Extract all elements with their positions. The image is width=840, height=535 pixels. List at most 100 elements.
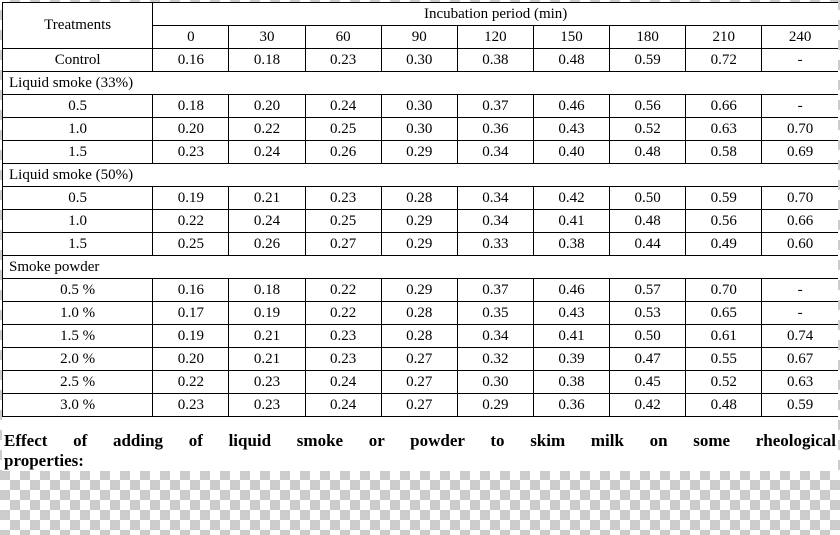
incubation-header: Incubation period (min) [153, 3, 838, 26]
value-cell: 0.29 [457, 394, 533, 417]
table-row: 0.50.180.200.240.300.370.460.560.66- [3, 95, 839, 118]
value-cell: 0.29 [381, 141, 457, 164]
section-label: Liquid smoke (50%) [3, 164, 839, 187]
value-cell: 0.32 [457, 348, 533, 371]
value-cell: 0.35 [457, 302, 533, 325]
value-cell: 0.41 [533, 325, 609, 348]
value-cell: 0.56 [686, 210, 762, 233]
value-cell: 0.23 [153, 394, 229, 417]
value-cell: 0.58 [686, 141, 762, 164]
row-label: 2.0 % [3, 348, 153, 371]
value-cell: 0.27 [381, 371, 457, 394]
row-label: 0.5 % [3, 279, 153, 302]
value-cell: 0.38 [457, 49, 533, 72]
value-cell: 0.19 [229, 302, 305, 325]
table-row: Control0.160.180.230.300.380.480.590.72- [3, 49, 839, 72]
value-cell: 0.52 [686, 371, 762, 394]
value-cell: 0.25 [305, 118, 381, 141]
value-cell: 0.66 [762, 210, 838, 233]
value-cell: 0.34 [457, 141, 533, 164]
value-cell: 0.66 [686, 95, 762, 118]
value-cell: 0.23 [305, 325, 381, 348]
value-cell: 0.19 [153, 187, 229, 210]
treatments-header: Treatments [3, 3, 153, 49]
value-cell: 0.27 [305, 233, 381, 256]
value-cell: 0.40 [533, 141, 609, 164]
value-cell: 0.48 [610, 210, 686, 233]
value-cell: 0.65 [686, 302, 762, 325]
row-label: 1.0 [3, 210, 153, 233]
row-label: 1.5 [3, 233, 153, 256]
value-cell: 0.59 [762, 394, 838, 417]
value-cell: 0.18 [153, 95, 229, 118]
value-cell: 0.43 [533, 302, 609, 325]
table-row: 1.5 %0.190.210.230.280.340.410.500.610.7… [3, 325, 839, 348]
period-header-cell: 90 [381, 26, 457, 49]
value-cell: - [762, 302, 838, 325]
row-label: 1.0 % [3, 302, 153, 325]
table-row: 1.00.200.220.250.300.360.430.520.630.70 [3, 118, 839, 141]
value-cell: 0.29 [381, 233, 457, 256]
value-cell: 0.23 [153, 141, 229, 164]
value-cell: 0.33 [457, 233, 533, 256]
value-cell: 0.24 [305, 371, 381, 394]
value-cell: 0.30 [457, 371, 533, 394]
period-header-cell: 120 [457, 26, 533, 49]
value-cell: 0.46 [533, 95, 609, 118]
value-cell: 0.67 [762, 348, 838, 371]
value-cell: 0.47 [610, 348, 686, 371]
value-cell: 0.48 [610, 141, 686, 164]
value-cell: 0.22 [229, 118, 305, 141]
value-cell: 0.63 [686, 118, 762, 141]
value-cell: 0.69 [762, 141, 838, 164]
section-row: Liquid smoke (50%) [3, 164, 839, 187]
value-cell: 0.19 [153, 325, 229, 348]
value-cell: 0.23 [305, 187, 381, 210]
period-header-cell: 0 [153, 26, 229, 49]
value-cell: 0.34 [457, 325, 533, 348]
row-label: 1.5 % [3, 325, 153, 348]
value-cell: 0.26 [229, 233, 305, 256]
period-header-cell: 240 [762, 26, 838, 49]
table-row: 1.50.250.260.270.290.330.380.440.490.60 [3, 233, 839, 256]
value-cell: 0.39 [533, 348, 609, 371]
value-cell: 0.29 [381, 210, 457, 233]
value-cell: 0.25 [305, 210, 381, 233]
section-row: Liquid smoke (33%) [3, 72, 839, 95]
value-cell: 0.23 [229, 394, 305, 417]
period-header-cell: 180 [610, 26, 686, 49]
value-cell: 0.59 [610, 49, 686, 72]
value-cell: 0.50 [610, 187, 686, 210]
value-cell: 0.59 [686, 187, 762, 210]
value-cell: 0.70 [762, 118, 838, 141]
row-label: 1.5 [3, 141, 153, 164]
value-cell: 0.21 [229, 187, 305, 210]
value-cell: 0.37 [457, 95, 533, 118]
value-cell: 0.26 [305, 141, 381, 164]
value-cell: 0.28 [381, 302, 457, 325]
value-cell: 0.16 [153, 279, 229, 302]
value-cell: 0.53 [610, 302, 686, 325]
value-cell: 0.30 [381, 118, 457, 141]
value-cell: 0.24 [305, 394, 381, 417]
incubation-table: Treatments Incubation period (min) 03060… [2, 2, 838, 417]
table-row: 1.00.220.240.250.290.340.410.480.560.66 [3, 210, 839, 233]
value-cell: 0.38 [533, 233, 609, 256]
value-cell: 0.21 [229, 348, 305, 371]
period-header-cell: 150 [533, 26, 609, 49]
row-label: 0.5 [3, 95, 153, 118]
value-cell: 0.28 [381, 187, 457, 210]
value-cell: 0.61 [686, 325, 762, 348]
value-cell: 0.60 [762, 233, 838, 256]
value-cell: 0.27 [381, 348, 457, 371]
value-cell: 0.55 [686, 348, 762, 371]
value-cell: 0.42 [533, 187, 609, 210]
value-cell: 0.45 [610, 371, 686, 394]
header-row-1: Treatments Incubation period (min) [3, 3, 839, 26]
value-cell: 0.34 [457, 187, 533, 210]
table-row: 2.0 %0.200.210.230.270.320.390.470.550.6… [3, 348, 839, 371]
value-cell: 0.21 [229, 325, 305, 348]
value-cell: 0.43 [533, 118, 609, 141]
value-cell: 0.22 [305, 279, 381, 302]
value-cell: 0.63 [762, 371, 838, 394]
